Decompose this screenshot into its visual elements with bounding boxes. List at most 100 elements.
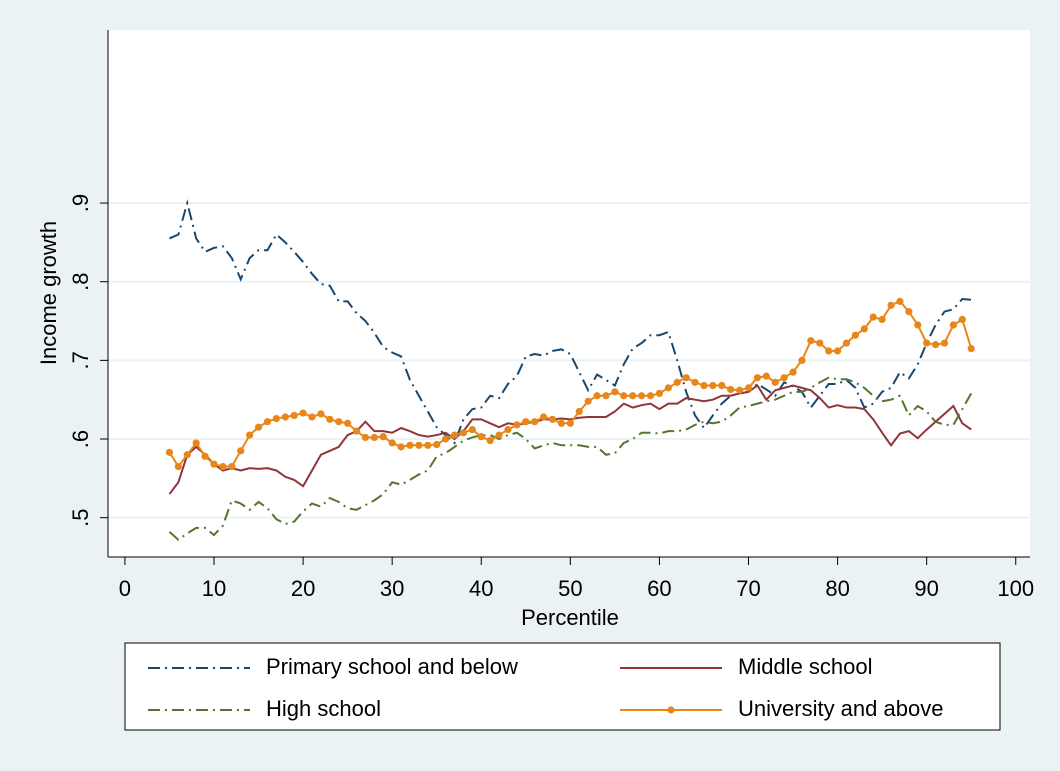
series-marker <box>531 418 539 426</box>
series-marker <box>691 378 699 386</box>
y-tick-label: .5 <box>68 508 93 526</box>
series-marker <box>477 433 485 441</box>
x-tick-label: 80 <box>825 576 849 601</box>
series-marker <box>575 407 583 416</box>
legend-label: Middle school <box>738 654 873 679</box>
series-marker <box>281 413 289 421</box>
series-marker <box>735 386 744 394</box>
series-marker <box>593 392 601 400</box>
series-marker <box>878 315 886 324</box>
series-marker <box>851 331 859 339</box>
series-marker <box>629 392 637 400</box>
series-marker <box>584 397 592 405</box>
series-marker <box>798 356 806 364</box>
series-marker <box>308 413 316 421</box>
series-marker <box>833 347 842 355</box>
series-marker <box>326 415 334 423</box>
series-marker <box>931 341 940 349</box>
series-marker <box>548 415 557 423</box>
series-marker <box>682 374 690 382</box>
series-marker <box>718 381 726 390</box>
legend-box <box>124 642 1001 731</box>
series-marker <box>263 418 272 426</box>
series-marker <box>762 372 770 380</box>
series-marker <box>869 313 877 321</box>
series-line <box>168 384 972 495</box>
series-marker <box>789 368 797 376</box>
series-marker <box>664 384 672 392</box>
series-marker <box>210 460 218 468</box>
series-marker <box>254 423 263 431</box>
series-marker <box>753 374 762 382</box>
series-marker <box>646 392 655 400</box>
series-marker <box>379 433 387 441</box>
series-marker <box>780 374 788 382</box>
series-marker <box>896 297 904 305</box>
series-marker <box>744 384 753 392</box>
series-marker <box>388 439 396 447</box>
series-marker <box>433 440 441 449</box>
legend-label: High school <box>266 696 381 721</box>
series-marker <box>923 339 931 347</box>
series-marker <box>958 315 966 324</box>
series-marker <box>655 389 664 397</box>
series-marker <box>495 431 503 439</box>
series-marker <box>459 429 468 437</box>
series-marker <box>246 431 254 439</box>
series-marker <box>771 378 779 386</box>
x-tick-label: 70 <box>736 576 760 601</box>
x-tick-label: 0 <box>119 576 131 601</box>
series-marker <box>638 392 646 400</box>
series-marker <box>825 347 833 355</box>
series-marker <box>486 436 494 445</box>
series-marker <box>352 427 361 435</box>
series-marker <box>887 301 895 309</box>
series-marker <box>807 337 815 345</box>
x-tick-label: 40 <box>469 576 493 601</box>
series-marker <box>949 321 957 329</box>
series-marker <box>317 410 325 418</box>
series-marker <box>709 381 717 390</box>
series-marker <box>272 414 280 423</box>
series-marker <box>727 385 735 394</box>
series-marker <box>397 443 405 451</box>
series-marker <box>842 339 851 347</box>
series-marker <box>914 321 922 329</box>
series-marker <box>183 451 191 459</box>
series-marker <box>673 378 681 386</box>
series-marker <box>602 392 610 400</box>
series-marker <box>540 413 548 421</box>
series-marker <box>335 418 343 426</box>
series-marker <box>290 411 298 420</box>
series-marker <box>299 409 307 417</box>
series-marker <box>522 418 530 426</box>
legend-marker <box>667 706 675 714</box>
series-marker <box>237 447 245 455</box>
series-marker <box>415 441 423 449</box>
series-marker <box>816 339 824 347</box>
series-marker <box>860 325 868 333</box>
plot-area <box>108 30 1030 557</box>
legend-label: Primary school and below <box>266 654 518 679</box>
series-marker <box>450 431 459 439</box>
series-marker <box>370 433 378 442</box>
series-marker <box>192 439 200 447</box>
x-tick-label: 30 <box>380 576 404 601</box>
series-marker <box>406 441 414 449</box>
series-marker <box>967 344 975 353</box>
x-tick-label: 100 <box>997 576 1034 601</box>
y-tick-label: .6 <box>68 430 93 448</box>
series-marker <box>424 441 432 449</box>
x-tick-label: 50 <box>558 576 582 601</box>
y-tick-label: .9 <box>68 194 93 212</box>
y-axis-title: Income growth <box>36 221 61 365</box>
series-marker <box>566 419 574 427</box>
series-marker <box>557 419 566 427</box>
series-marker <box>219 462 227 471</box>
series-marker <box>174 462 182 471</box>
x-tick-label: 10 <box>202 576 226 601</box>
legend-label: University and above <box>738 696 943 721</box>
series-marker <box>504 425 512 434</box>
series-marker <box>700 381 708 390</box>
